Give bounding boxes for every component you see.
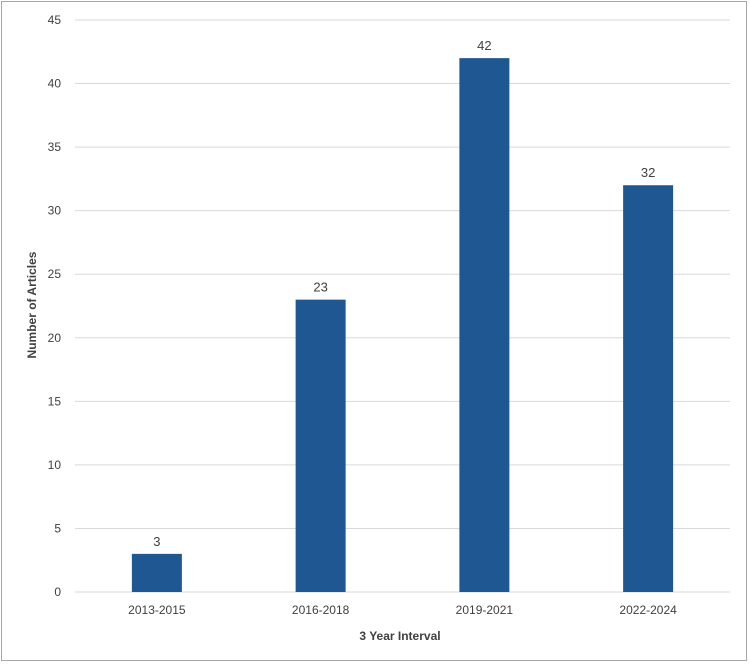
x-axis-title: 3 Year Interval — [359, 629, 440, 643]
y-tick-label: 20 — [48, 331, 62, 345]
y-axis-ticks: 0 5 10 15 20 25 30 35 40 45 — [48, 13, 62, 599]
bar-data-label: 32 — [641, 165, 655, 180]
y-tick-label: 30 — [48, 204, 62, 218]
x-axis-ticks: 2013-2015 2016-2018 2019-2021 2022-2024 — [128, 603, 677, 617]
bars — [131, 58, 674, 592]
x-tick-label: 2019-2021 — [456, 603, 514, 617]
bar — [131, 553, 182, 592]
gridlines — [75, 19, 730, 593]
y-axis-title: Number of Articles — [25, 251, 39, 358]
y-tick-label: 0 — [54, 585, 61, 599]
x-tick-label: 2022-2024 — [619, 603, 677, 617]
y-tick-label: 40 — [48, 77, 62, 91]
y-tick-label: 35 — [48, 140, 62, 154]
bar-data-label: 23 — [313, 280, 327, 295]
y-tick-label: 10 — [48, 458, 62, 472]
bar — [459, 58, 510, 592]
y-tick-label: 45 — [48, 13, 62, 27]
bar — [623, 185, 674, 592]
bar-data-label: 42 — [477, 38, 491, 53]
bar — [295, 299, 346, 592]
x-tick-label: 2016-2018 — [292, 603, 350, 617]
y-tick-label: 15 — [48, 394, 62, 408]
bar-data-label: 3 — [153, 534, 160, 549]
y-tick-label: 25 — [48, 267, 62, 281]
x-tick-label: 2013-2015 — [128, 603, 186, 617]
data-labels: 3 23 42 32 — [153, 38, 655, 549]
y-tick-label: 5 — [54, 521, 61, 535]
